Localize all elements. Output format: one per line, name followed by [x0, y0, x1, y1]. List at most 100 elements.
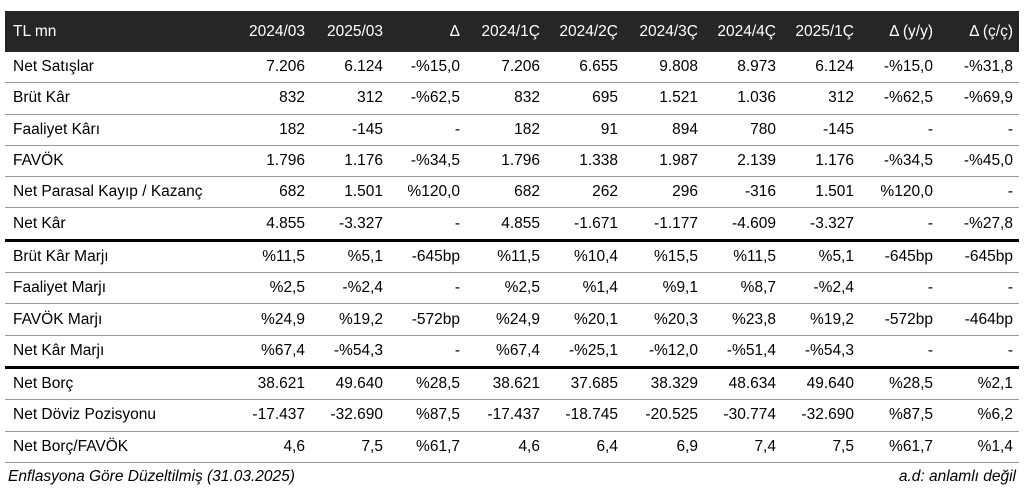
table-cell: - [860, 272, 939, 305]
table-row: Faaliyet Marjı %2,5 -%2,4- %2,5 %1,4 %9,1 %8,7… [5, 272, 1019, 305]
table-cell: 1.987 [624, 145, 704, 178]
table-cell: 1.036 [704, 82, 782, 115]
table-cell: -30.774 [704, 399, 782, 432]
table-cell: %11,5 [230, 240, 311, 274]
table-cell: - [389, 272, 466, 305]
table-cell: -1.177 [624, 207, 704, 242]
header-unit-label: TL mn [5, 11, 230, 52]
table-cell: 6.124 [782, 52, 860, 84]
table-cell: 38.621 [230, 367, 311, 401]
column-header: 2025/03 [311, 11, 389, 52]
table-cell: -4.609 [704, 207, 782, 242]
table-cell: - [860, 114, 939, 146]
table-cell: %5,1 [311, 240, 389, 274]
table-cell: %8,7 [704, 272, 782, 305]
row-label: FAVÖK [5, 145, 230, 178]
column-header: 2024/3Ç [624, 11, 704, 52]
table-row: FAVÖK Marjı %24,9 %19,2 -572bp %24,9 %20,1 %20… [5, 303, 1019, 336]
table-cell: %61,7 [389, 431, 466, 463]
table-cell: -1.671 [546, 207, 624, 242]
table-row: FAVÖK 1.796 1.176 -%34,5 1.796 1.338 1.987 2.13… [5, 145, 1019, 178]
table-cell: - [389, 335, 466, 369]
table-cell: 832 [230, 82, 311, 115]
table-cell: %2,5 [466, 272, 546, 305]
table-cell: -3.327 [311, 207, 389, 242]
table-row: Brüt Kâr Marjı %11,5 %5,1 -645bp %11,5 %10,4%… [5, 240, 1019, 274]
table-cell: 312 [782, 82, 860, 115]
table-cell: %1,4 [546, 272, 624, 305]
table-cell: %120,0 [860, 176, 939, 209]
table-cell: %19,2 [782, 303, 860, 336]
table-cell: 262 [546, 176, 624, 209]
table-cell: 682 [230, 176, 311, 209]
table-cell: -32.690 [782, 399, 860, 432]
table-cell: 7.206 [230, 52, 311, 84]
table-cell: -%2,4 [782, 272, 860, 305]
table-cell: -%54,3 [782, 335, 860, 369]
table-cell: 7,4 [704, 431, 782, 463]
table-cell: 1.338 [546, 145, 624, 178]
table-cell: - [389, 207, 466, 242]
table-cell: -17.437 [230, 399, 311, 432]
table-cell: -645bp [860, 240, 939, 274]
table-cell: 49.640 [311, 367, 389, 401]
row-label: Brüt Kâr [5, 82, 230, 115]
table-cell: 182 [466, 114, 546, 146]
row-label: Net Satışlar [5, 52, 230, 84]
table-cell: %120,0 [389, 176, 466, 209]
table-cell: 1.501 [311, 176, 389, 209]
table-cell: %67,4 [230, 335, 311, 369]
table-cell: 48.634 [704, 367, 782, 401]
table-cell: -645bp [389, 240, 466, 274]
column-header: 2024/2Ç [546, 11, 624, 52]
row-label: FAVÖK Marjı [5, 303, 230, 336]
table-cell: 4,6 [466, 431, 546, 463]
column-header: Δ [389, 11, 466, 52]
table-cell: %20,3 [624, 303, 704, 336]
table-row: Net Kâr 4.855 -3.327-4.855 -1.671 -1.177 -4.6… [5, 207, 1019, 242]
financial-summary-table: TL mn 2024/03 2025/03 Δ 2024/1Ç 2024/2Ç 2024/3… [5, 11, 1019, 463]
row-label: Net Döviz Pozisyonu [5, 399, 230, 432]
table-cell: 9.808 [624, 52, 704, 84]
table-cell: -%12,0 [624, 335, 704, 369]
column-header: 2025/1Ç [782, 11, 860, 52]
table-cell: %1,4 [939, 431, 1019, 463]
table-row: Brüt Kâr 832 312 -%62,5 832 695 1.521 1.036 312-… [5, 82, 1019, 115]
table-cell: -17.437 [466, 399, 546, 432]
column-header: 2024/03 [230, 11, 311, 52]
table-cell: %24,9 [230, 303, 311, 336]
table-cell: %9,1 [624, 272, 704, 305]
header-row: TL mn 2024/03 2025/03 Δ 2024/1Ç 2024/2Ç 2024/3… [5, 11, 1019, 52]
table-cell: - [860, 335, 939, 369]
table-cell: 312 [311, 82, 389, 115]
table-cell: -645bp [939, 240, 1019, 274]
table-row: Net Satışlar 7.206 6.124 -%15,0 7.206 6.655 9.… [5, 52, 1019, 84]
table-cell: -464bp [939, 303, 1019, 336]
table-cell: %15,5 [624, 240, 704, 274]
table-cell: -%69,9 [939, 82, 1019, 115]
table-cell: - [389, 114, 466, 146]
row-label: Net Borç/FAVÖK [5, 431, 230, 463]
table-cell: 6.655 [546, 52, 624, 84]
footnote-abbreviation: a.d: anlamlı değil [898, 468, 1016, 485]
table-cell: -572bp [860, 303, 939, 336]
table-cell: - [860, 207, 939, 242]
table-cell: 1.176 [311, 145, 389, 178]
row-label: Faaliyet Marjı [5, 272, 230, 305]
table-cell: -572bp [389, 303, 466, 336]
table-cell: 7.206 [466, 52, 546, 84]
table-cell: %2,5 [230, 272, 311, 305]
table-cell: 1.176 [782, 145, 860, 178]
table-cell: 832 [466, 82, 546, 115]
table-cell: -145 [311, 114, 389, 146]
table-cell: -316 [704, 176, 782, 209]
table-cell: 6,4 [546, 431, 624, 463]
table-cell: -3.327 [782, 207, 860, 242]
table-cell: 695 [546, 82, 624, 115]
table-cell: 1.796 [466, 145, 546, 178]
table-cell: %67,4 [466, 335, 546, 369]
column-header: 2024/4Ç [704, 11, 782, 52]
table-cell: - [939, 114, 1019, 146]
table-cell: -%45,0 [939, 145, 1019, 178]
table-row: Net Döviz Pozisyonu -17.437 -32.690 %87,5 -1… [5, 399, 1019, 432]
